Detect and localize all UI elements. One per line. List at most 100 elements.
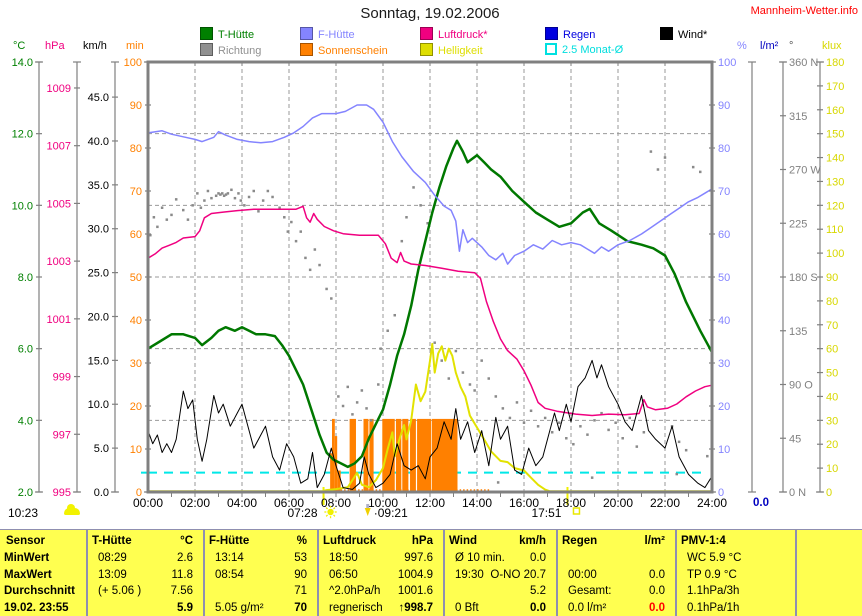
cell-f-huette-text: 08:54: [215, 568, 244, 581]
direction-dot: [405, 216, 408, 219]
min-tick-label: 0: [136, 487, 142, 499]
direction-dot: [219, 193, 222, 196]
cell-t-huette-text: (+ 5.06 ): [98, 585, 142, 597]
sunshine-bar: [330, 453, 333, 491]
col-header-regen: Regen: [562, 535, 598, 547]
direction-dot: [346, 385, 349, 389]
wind-tick-label: 45.0: [88, 92, 109, 104]
series-helligkeit-line: [147, 342, 713, 493]
unit-hPa: hPa: [45, 40, 65, 52]
unit-°: °: [789, 40, 794, 52]
richtung-swatch-icon: [200, 43, 213, 56]
pct-tick-label: 50: [718, 272, 730, 284]
stats-table: Sensor MinWert MaxWert Durchschnitt 19.02. 2…: [0, 529, 862, 616]
series-luftdruck-line: [147, 205, 713, 417]
direction-dot: [247, 195, 251, 199]
dir-tick-label: 0 N: [789, 487, 806, 499]
cell-luftdruck-value: ↑998.7: [398, 601, 433, 614]
col-header-wind: Wind: [449, 535, 477, 547]
legend-wind-label: Wind*: [678, 29, 708, 41]
direction-dot: [257, 210, 260, 213]
direction-dot: [160, 206, 164, 209]
cell-wind-value: O-NO 20.7: [490, 568, 546, 581]
direction-dot: [684, 448, 688, 452]
col-unit-luftdruck: hPa: [411, 535, 433, 547]
direction-dot: [565, 437, 568, 440]
direction-dot: [360, 389, 364, 392]
moonset-time-label: 10:23: [8, 506, 38, 520]
direction-dot: [663, 156, 667, 159]
wind-tick-label: 25.0: [88, 268, 109, 280]
direction-dot: [607, 428, 610, 432]
direction-dot: [529, 409, 533, 413]
row-label: 19.02. 23:55: [4, 601, 69, 614]
direction-dot: [196, 192, 199, 195]
dir-tick-label: 90 O: [789, 380, 813, 392]
direction-dot: [355, 401, 359, 404]
monats-avg-swatch-icon: [545, 43, 557, 55]
cell-regen-text: 00:00: [568, 568, 597, 581]
legend-t-huette-label: T-Hütte: [218, 29, 255, 41]
direction-dot: [600, 411, 603, 415]
site-link[interactable]: Mannheim-Wetter.info: [750, 5, 858, 17]
unit-lm²: l/m²: [760, 40, 779, 52]
x-tick-label: 14:00: [462, 496, 492, 510]
direction-dot: [217, 192, 220, 195]
min-tick-label: 100: [124, 57, 142, 69]
direction-dot: [294, 239, 298, 243]
direction-dot: [386, 329, 389, 332]
regen-swatch-icon: [545, 27, 558, 40]
min-tick-label: 10: [130, 444, 142, 456]
pct-tick-label: 10: [718, 444, 730, 456]
direction-dot: [656, 168, 660, 171]
temp-tick-label: 8.0: [18, 272, 33, 284]
direction-dot: [170, 213, 173, 217]
legend-sonnenschein: Sonnenschein: [300, 43, 388, 57]
cell-luftdruck-text: regnerisch: [329, 601, 383, 614]
wind-tick-label: 15.0: [88, 355, 109, 367]
klux-tick-label: 20: [826, 439, 838, 451]
wind-swatch-icon: [660, 27, 673, 40]
direction-dot: [226, 192, 230, 195]
klux-tick-label: 170: [826, 81, 844, 93]
helligkeit-swatch-icon: [420, 43, 433, 56]
direction-dot: [501, 407, 505, 410]
cell-pmv-text: 1.1hPa/3h: [687, 585, 740, 597]
cell-t-huette-text: 08:29: [98, 552, 127, 564]
direction-dot: [628, 416, 631, 420]
sonnenschein-swatch-icon: [300, 43, 313, 56]
cell-pmv-text: WC 5.9 °C: [687, 552, 742, 564]
cell-wind-text: 19:30: [455, 568, 484, 581]
direction-dot: [325, 287, 328, 291]
temp-tick-label: 10.0: [12, 200, 33, 212]
x-tick-label: 02:00: [180, 496, 210, 510]
f-huette-swatch-icon: [300, 27, 313, 40]
klux-tick-label: 30: [826, 415, 838, 427]
sunshine-bar: [402, 418, 409, 491]
direction-dot: [590, 476, 594, 479]
cell-t-huette-value: 11.8: [171, 568, 193, 581]
direction-dot: [572, 442, 575, 446]
pct-tick-label: 60: [718, 229, 730, 241]
col-unit-regen: l/m²: [644, 535, 665, 547]
direction-dot: [393, 313, 396, 317]
direction-dot: [199, 206, 203, 209]
klux-tick-label: 60: [826, 344, 838, 356]
legend-f-huette-label: F-Hütte: [318, 29, 355, 41]
rain-axis-zero-label: 0.0: [753, 497, 769, 509]
hpa-tick-label: 997: [53, 429, 71, 441]
sunshine-bar: [337, 470, 341, 491]
cloud-icon: [64, 504, 80, 515]
klux-tick-label: 130: [826, 176, 844, 188]
direction-dot: [286, 230, 290, 233]
direction-dot: [621, 437, 624, 440]
direction-dot: [370, 419, 373, 422]
sunshine-bar: [395, 418, 402, 491]
x-tick-label: 20:00: [603, 496, 633, 510]
min-tick-label: 60: [130, 229, 142, 241]
min-tick-label: 30: [130, 358, 142, 370]
sunshine-bar: [417, 418, 432, 491]
klux-tick-label: 90: [826, 272, 838, 284]
direction-dot: [266, 189, 270, 193]
wind-tick-label: 40.0: [88, 136, 109, 148]
